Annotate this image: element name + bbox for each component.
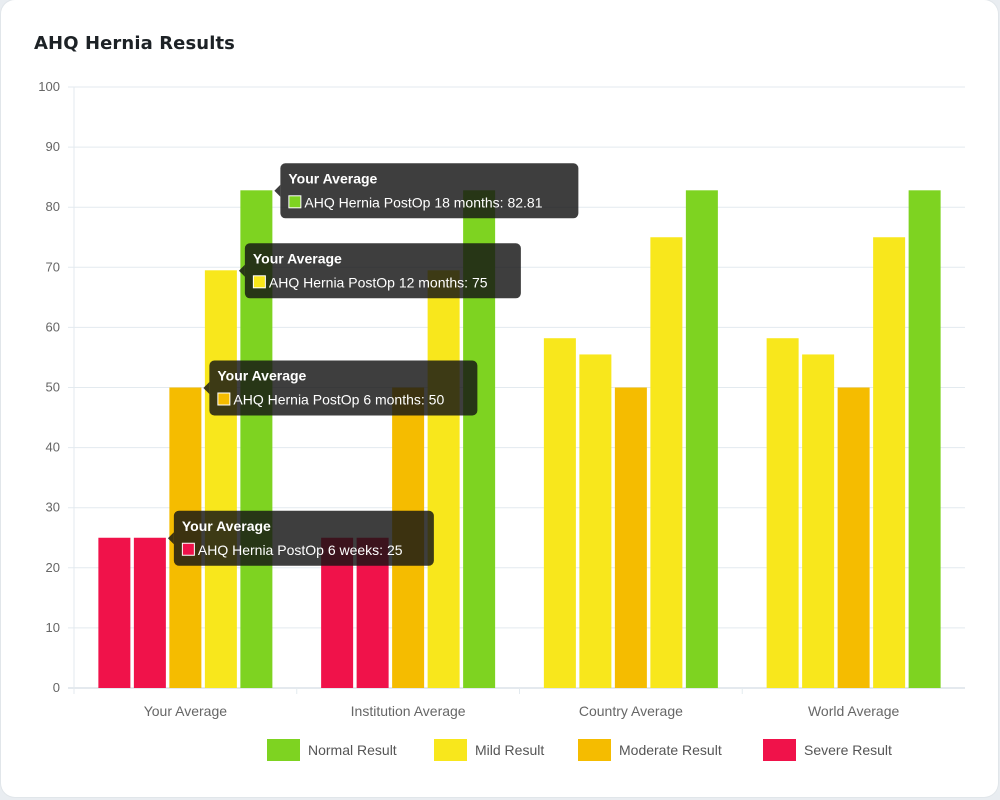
y-tick-label: 0 bbox=[53, 680, 60, 695]
legend-label-severe[interactable]: Severe Result bbox=[804, 742, 892, 758]
card-title: AHQ Hernia Results bbox=[34, 33, 235, 54]
tooltip-caret bbox=[274, 184, 281, 197]
y-tick-label: 80 bbox=[46, 199, 60, 214]
tooltip-title: Your Average bbox=[182, 518, 271, 534]
tooltip bbox=[244, 243, 521, 299]
legend-swatch-mild[interactable] bbox=[434, 739, 467, 761]
tooltip-caret bbox=[238, 264, 245, 277]
y-tick-label: 20 bbox=[46, 560, 60, 575]
bar-severe[interactable] bbox=[98, 537, 131, 688]
legend-label-mild[interactable]: Mild Result bbox=[475, 742, 544, 758]
tooltip-label: AHQ Hernia PostOp 6 weeks: 25 bbox=[198, 542, 403, 558]
bar-mild[interactable] bbox=[204, 270, 237, 688]
bar-mild[interactable] bbox=[802, 354, 835, 688]
bar-normal[interactable] bbox=[908, 190, 941, 689]
y-tick-label: 30 bbox=[46, 500, 60, 515]
tooltip-caret bbox=[167, 532, 174, 545]
bar-moderate[interactable] bbox=[837, 387, 870, 689]
y-tick-label: 60 bbox=[46, 319, 60, 334]
tooltip-title: Your Average bbox=[288, 170, 377, 186]
tooltip bbox=[209, 360, 478, 416]
y-tick-label: 50 bbox=[46, 380, 60, 395]
bar-mild[interactable] bbox=[873, 237, 906, 688]
tooltip-swatch bbox=[217, 392, 231, 406]
tooltip-label: AHQ Hernia PostOp 6 months: 50 bbox=[233, 392, 444, 408]
x-category-label: World Average bbox=[808, 703, 900, 719]
tooltip-label: AHQ Hernia PostOp 18 months: 82.81 bbox=[304, 194, 542, 210]
bar-mild[interactable] bbox=[543, 338, 576, 688]
tooltip-title: Your Average bbox=[217, 368, 306, 384]
legend-label-moderate[interactable]: Moderate Result bbox=[619, 742, 722, 758]
y-tick-label: 70 bbox=[46, 259, 60, 274]
legend-swatch-normal[interactable] bbox=[267, 739, 300, 761]
bar-mild[interactable] bbox=[427, 270, 460, 688]
tooltip-swatch bbox=[181, 542, 195, 556]
bar-moderate[interactable] bbox=[614, 387, 647, 689]
legend-label-normal[interactable]: Normal Result bbox=[308, 742, 397, 758]
x-category-label: Country Average bbox=[579, 703, 683, 719]
tooltip bbox=[280, 163, 579, 219]
bar-mild[interactable] bbox=[579, 354, 612, 688]
y-tick-label: 90 bbox=[46, 139, 60, 154]
legend-swatch-moderate[interactable] bbox=[578, 739, 611, 761]
legend-swatch-severe[interactable] bbox=[763, 739, 796, 761]
tooltip-swatch bbox=[288, 195, 302, 209]
tooltip-caret bbox=[203, 382, 210, 394]
bar-mild[interactable] bbox=[650, 237, 683, 688]
tooltip-title: Your Average bbox=[253, 250, 342, 266]
y-tick-label: 40 bbox=[46, 440, 60, 455]
tooltip bbox=[173, 510, 434, 566]
y-tick-label: 100 bbox=[38, 79, 60, 94]
tooltip-swatch bbox=[252, 275, 266, 289]
tooltip-label: AHQ Hernia PostOp 12 months: 75 bbox=[269, 274, 488, 290]
bar-normal[interactable] bbox=[685, 190, 718, 689]
y-tick-label: 10 bbox=[46, 620, 60, 635]
x-category-label: Institution Average bbox=[351, 703, 466, 719]
bar-mild[interactable] bbox=[766, 338, 799, 688]
bar-severe[interactable] bbox=[133, 537, 166, 688]
x-category-label: Your Average bbox=[144, 703, 228, 719]
